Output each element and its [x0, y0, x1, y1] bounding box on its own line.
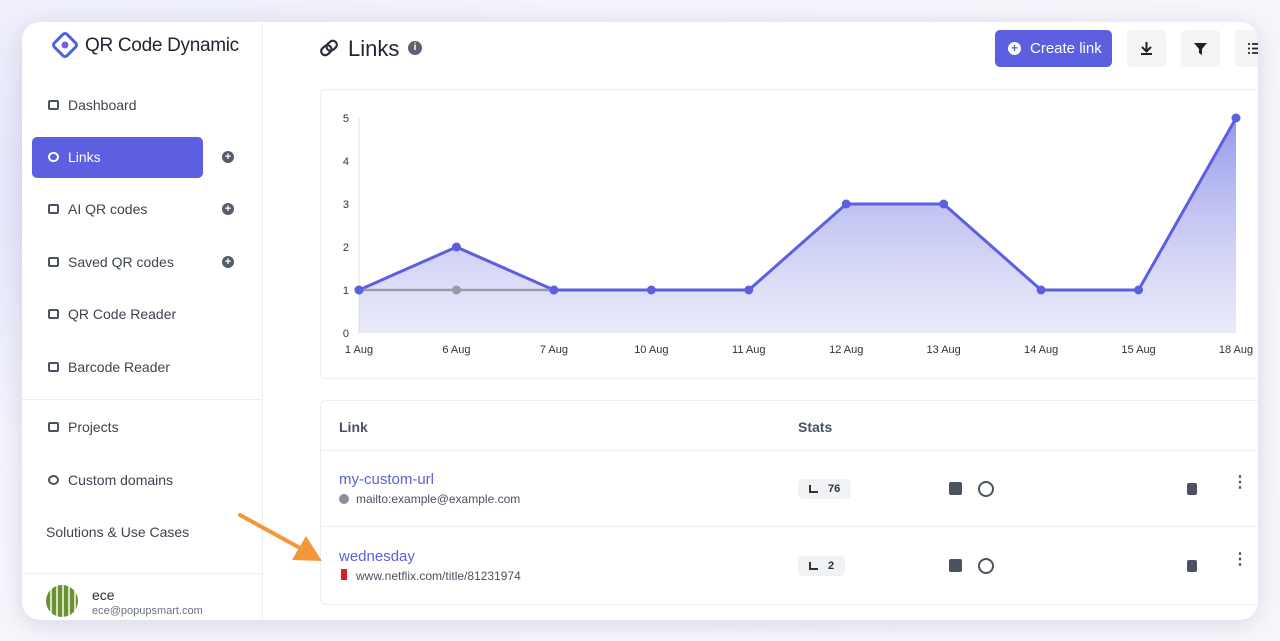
copy-icon[interactable] [1187, 483, 1197, 495]
point [451, 285, 461, 295]
download-icon [1141, 42, 1152, 55]
nav-item[interactable]: Projects [68, 419, 119, 435]
y-tick-label: 3 [343, 199, 349, 211]
area [359, 118, 1236, 333]
point [744, 285, 754, 295]
info-icon[interactable]: i [408, 41, 422, 55]
plus-icon: + [1008, 42, 1021, 55]
nav-item[interactable]: QR Code Reader [68, 306, 177, 322]
links-icon [320, 39, 338, 57]
copy-icon[interactable] [1187, 560, 1197, 572]
point [841, 199, 851, 209]
point [1134, 285, 1144, 295]
history-icon[interactable] [978, 558, 994, 574]
link-title[interactable]: wednesday [339, 548, 415, 565]
add-icon[interactable]: + [222, 256, 234, 268]
x-tick-label: 12 Aug [829, 344, 863, 356]
x-tick-label: 6 Aug [442, 344, 470, 356]
user-email: ece@popupsmart.com [92, 605, 203, 617]
chart-card: 0 1 2 3 4 5 1 Aug 6 Aug 7 Aug 10 Aug 11 Aug 12 Aug 1… [320, 89, 1258, 379]
favicon [339, 494, 349, 504]
row-divider [321, 526, 1258, 527]
calendar-icon[interactable] [949, 482, 962, 495]
user-name: ece [92, 587, 115, 603]
links-table: Link Stats my-custom-url mailto:example@… [320, 400, 1258, 605]
link-url[interactable]: mailto:example@example.com [356, 492, 521, 506]
point [1231, 113, 1241, 123]
brand-logo [52, 32, 78, 58]
stats-icon [809, 562, 818, 570]
point [939, 199, 949, 209]
nav-item[interactable]: Saved QR codes [68, 254, 174, 270]
nav-item[interactable]: Barcode Reader [68, 359, 170, 375]
add-icon[interactable]: + [222, 203, 234, 215]
stats-badge[interactable]: 76 [798, 479, 851, 499]
x-tick-label: 18 Aug [1219, 344, 1253, 356]
line [358, 117, 1238, 292]
column-header: Link [339, 419, 368, 435]
y-tick-label: 2 [343, 242, 349, 254]
create-link-button[interactable]: + Create link [995, 30, 1112, 67]
x-tick-label: 11 Aug [732, 344, 765, 356]
nav-item[interactable]: Solutions & Use Cases [46, 524, 190, 540]
x-tick-label: 1 Aug [345, 344, 373, 356]
point [354, 285, 364, 295]
filter-icon [1194, 43, 1207, 55]
stats-count: 2 [828, 560, 835, 572]
stats-icon [809, 485, 818, 493]
avatar[interactable] [46, 585, 78, 617]
button-label: Create link [1030, 40, 1102, 57]
filter-button[interactable] [1181, 30, 1220, 67]
chart: 0 1 2 3 4 5 1 Aug 6 Aug 7 Aug 10 Aug 11 Aug 12 Aug 1… [343, 113, 1253, 356]
point [646, 285, 656, 295]
x-tick-label: 15 Aug [1121, 344, 1155, 356]
nav-item[interactable]: Custom domains [68, 472, 174, 488]
nav-icon [48, 309, 59, 319]
sidebar: QR Code Dynamic Dashboard Links + AI QR … [22, 22, 263, 620]
x-tick-label: 7 Aug [540, 344, 568, 356]
x-tick-label: 14 Aug [1024, 344, 1058, 356]
point [451, 242, 461, 252]
app-window: QR Code Dynamic Dashboard Links + AI QR … [22, 22, 1258, 620]
nav-icon [48, 204, 59, 214]
y-tick-label: 4 [343, 156, 349, 168]
more-icon[interactable]: ⋮ [1232, 474, 1248, 491]
x-tick-label: 10 Aug [634, 344, 668, 356]
nav-active-bg[interactable] [32, 137, 203, 178]
history-icon[interactable] [978, 481, 994, 497]
y-tick-label: 5 [343, 113, 349, 125]
brand-name: QR Code Dynamic [85, 35, 239, 56]
row-divider [321, 450, 1258, 451]
page-title: Links [348, 36, 400, 61]
list-button[interactable] [1235, 30, 1258, 67]
y-tick-label: 1 [343, 285, 349, 297]
stats-count: 76 [828, 483, 841, 495]
nav-item[interactable]: AI QR codes [68, 201, 148, 217]
nav-item[interactable]: Links [68, 149, 101, 165]
nav-icon [48, 100, 59, 110]
x-tick-label: 13 Aug [927, 344, 961, 356]
separator [22, 399, 262, 400]
favicon [341, 569, 347, 580]
nav-item[interactable]: Dashboard [68, 97, 137, 113]
separator [22, 573, 262, 574]
column-header: Stats [798, 419, 833, 435]
download-button[interactable] [1127, 30, 1166, 67]
calendar-icon[interactable] [949, 559, 962, 572]
list-icon [1248, 43, 1258, 54]
more-icon[interactable]: ⋮ [1232, 551, 1248, 568]
y-tick-label: 0 [343, 328, 349, 340]
point [549, 285, 559, 295]
nav-icon [48, 422, 59, 432]
point [1036, 285, 1046, 295]
link-title[interactable]: my-custom-url [339, 471, 435, 488]
nav-icon [48, 257, 59, 267]
nav-icon [48, 475, 59, 485]
nav-icon [48, 152, 59, 162]
stats-badge[interactable]: 2 [798, 556, 845, 576]
link-url[interactable]: www.netflix.com/title/81231974 [356, 569, 521, 583]
add-icon[interactable]: + [222, 151, 234, 163]
nav-icon [48, 362, 59, 372]
